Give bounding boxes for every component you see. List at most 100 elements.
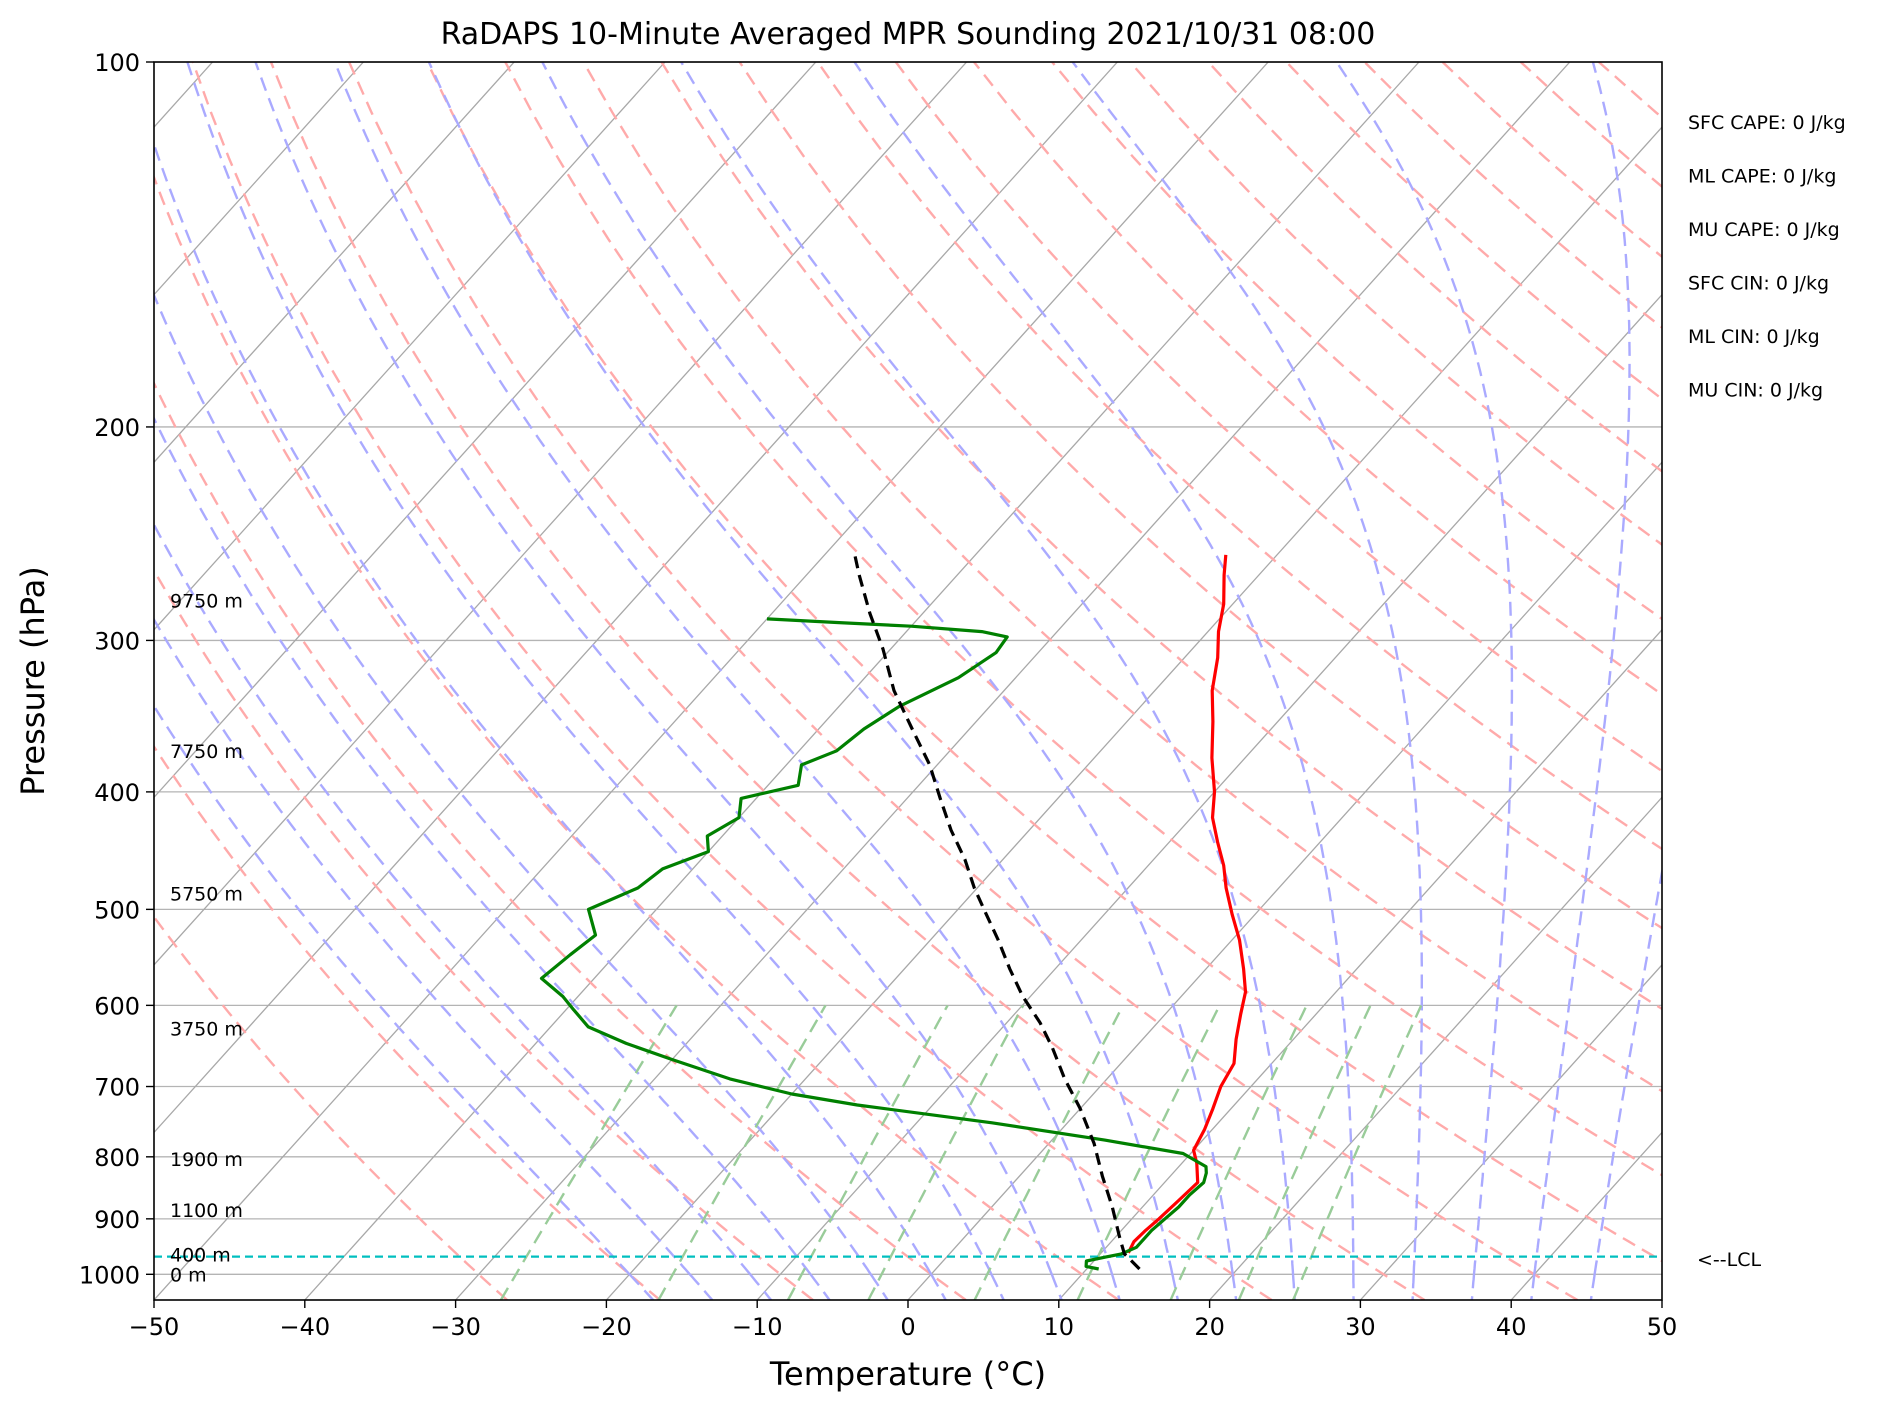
isotherm-line <box>1661 1299 1662 1300</box>
parcel-profile-line <box>853 554 1141 1271</box>
moist-adiabat-line <box>688 1273 714 1300</box>
moist-adiabat-line <box>809 1273 831 1300</box>
moist-adiabat-line <box>990 1273 1005 1300</box>
index-text: SFC CAPE: 0 J/kg <box>1688 112 1846 134</box>
dry-adiabat-line <box>154 174 1120 1300</box>
plot-frame <box>153 61 1663 1301</box>
moist-adiabat-line <box>1530 1274 1536 1300</box>
moist-adiabat-line <box>1593 865 1662 1275</box>
dry-adiabat-line <box>1129 62 1662 547</box>
height-label: 7750 m <box>170 741 243 763</box>
x-tick-label: 30 <box>1345 1313 1376 1341</box>
moist-adiabat-line <box>1050 1273 1063 1300</box>
moist-adiabat-line <box>1071 62 1423 1275</box>
dry-adiabat-line <box>1051 62 1662 621</box>
moist-adiabat-line <box>1231 1274 1238 1300</box>
moist-adiabat-line <box>541 62 1234 1275</box>
y-tick-label: 500 <box>94 896 140 924</box>
moist-adiabat-line <box>154 292 872 1275</box>
height-label: 5750 m <box>170 883 243 905</box>
dry-adiabat-line <box>504 62 1662 1177</box>
moist-adiabat-line <box>333 62 1114 1275</box>
y-tick-label: 600 <box>94 992 140 1020</box>
dry-adiabat-line <box>973 62 1662 696</box>
x-tick-label: −10 <box>732 1313 783 1341</box>
x-tick-label: 0 <box>900 1313 915 1341</box>
dry-adiabat-line <box>1285 62 1662 401</box>
dry-adiabat-line <box>348 62 1579 1300</box>
isotherm-line <box>154 62 968 966</box>
moist-adiabat-line <box>853 62 1355 1275</box>
dry-adiabat-line <box>191 62 1273 1300</box>
index-text: MU CAPE: 0 J/kg <box>1688 219 1840 241</box>
mixing-ratio-line <box>1076 1004 1221 1300</box>
x-tick-label: 10 <box>1044 1313 1075 1341</box>
dry-adiabat-line <box>269 62 1426 1300</box>
isotherm-line <box>154 62 666 631</box>
moist-adiabat-line <box>154 703 631 1276</box>
x-tick-label: −20 <box>581 1313 632 1341</box>
dry-adiabat-line <box>1207 62 1662 473</box>
y-tick-label: 100 <box>94 49 140 77</box>
isotherm-line <box>605 126 1662 1300</box>
moist-adiabat-line <box>1470 1274 1476 1300</box>
isotherm-line <box>455 62 1571 1300</box>
mixing-ratio-line <box>1169 1004 1308 1300</box>
isotherm-line <box>1510 1131 1662 1300</box>
y-axis-label: Pressure (hPa) <box>14 566 52 796</box>
moist-adiabat-line <box>749 1273 773 1300</box>
x-axis-label: Temperature (°C) <box>769 1355 1046 1393</box>
x-tick-label: −30 <box>430 1313 481 1341</box>
moist-adiabat-line <box>869 1273 889 1300</box>
mixing-ratio-line <box>499 1004 678 1300</box>
moist-adiabat-line <box>1411 1274 1415 1300</box>
y-tick-label: 1000 <box>79 1261 140 1289</box>
isotherm-line <box>1359 963 1662 1300</box>
isotherm-line <box>756 293 1662 1300</box>
dry-adiabat-line <box>154 914 508 1300</box>
dry-adiabat-line <box>1363 62 1662 329</box>
moist-adiabat-line <box>930 1273 947 1300</box>
y-tick-label: 700 <box>94 1074 140 1102</box>
dry-adiabat-line <box>1519 62 1662 189</box>
isotherm-line <box>1058 628 1662 1300</box>
isotherm-line <box>154 62 817 799</box>
height-label: 1100 m <box>170 1200 243 1222</box>
isotherm-line <box>154 62 1269 1300</box>
moist-adiabat-line <box>628 1273 655 1300</box>
moist-adiabat-line <box>427 62 1174 1275</box>
height-label: 0 m <box>170 1264 207 1286</box>
mixing-ratio-line <box>973 1004 1125 1300</box>
dry-adiabat-line <box>582 62 1662 1093</box>
height-label: 1900 m <box>170 1149 243 1171</box>
dry-adiabat-line <box>738 62 1662 930</box>
height-label: 3750 m <box>170 1019 243 1041</box>
moist-adiabat-line <box>1533 62 1631 1275</box>
lcl-label: <--LCL <box>1697 1249 1761 1271</box>
dry-adiabat-line <box>894 62 1662 773</box>
index-text: ML CIN: 0 J/kg <box>1688 326 1820 348</box>
isotherm-line <box>1813 62 1882 1300</box>
mixing-ratio-line <box>657 1004 827 1300</box>
x-tick-label: −50 <box>129 1313 180 1341</box>
isotherm-line <box>304 62 1420 1300</box>
y-tick-label: 900 <box>94 1206 140 1234</box>
isotherm-line <box>154 62 515 464</box>
temperature-profile-line <box>1126 554 1248 1254</box>
isotherm-line <box>154 62 1118 1134</box>
height-label: 400 m <box>170 1244 231 1266</box>
dry-adiabat-line <box>1598 62 1662 120</box>
dry-adiabat-line <box>154 380 967 1300</box>
isotherm-line <box>907 461 1662 1300</box>
x-tick-label: −40 <box>279 1313 330 1341</box>
mixing-ratio-line <box>1292 1004 1423 1300</box>
height-label: 9750 m <box>170 590 243 612</box>
isotherm-line <box>1209 796 1662 1300</box>
moist-adiabat-line <box>1291 1274 1296 1300</box>
mixing-ratio-line <box>1237 1004 1372 1300</box>
y-tick-label: 300 <box>94 627 140 655</box>
dry-adiabat-line <box>660 62 1662 1011</box>
isotherm-line <box>154 62 364 296</box>
